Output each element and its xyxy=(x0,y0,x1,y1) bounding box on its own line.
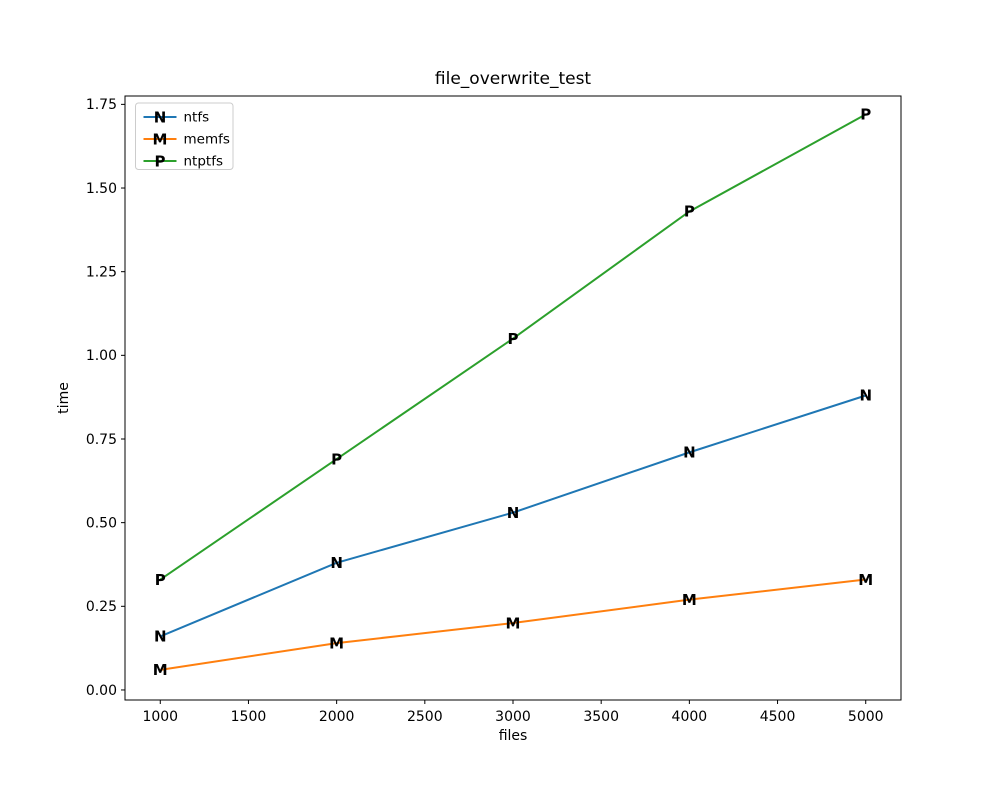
data-point-marker-ntptfs: P xyxy=(684,203,695,221)
y-tick-label: 1.75 xyxy=(86,97,117,113)
series-line-ntfs xyxy=(159,394,867,638)
x-tick-label: 3500 xyxy=(583,709,619,725)
data-point-marker-ntfs: N xyxy=(683,444,696,462)
data-point-marker-memfs: M xyxy=(506,614,521,632)
x-tick-label: 4000 xyxy=(672,709,708,725)
plot-area xyxy=(124,95,902,701)
y-tick-label: 1.00 xyxy=(86,348,117,364)
data-point-marker-ntfs: N xyxy=(507,504,520,522)
data-point-marker-ntptfs: P xyxy=(508,330,519,348)
data-point-marker-ntfs: N xyxy=(859,387,872,405)
series-line-ntptfs xyxy=(159,113,867,581)
data-point-marker-memfs: M xyxy=(682,591,697,609)
x-tick-label: 5000 xyxy=(848,709,884,725)
data-point-marker-memfs: M xyxy=(329,634,344,652)
data-point-marker-ntptfs: P xyxy=(860,106,871,124)
data-point-marker-ntfs: N xyxy=(330,554,343,572)
x-axis-ticks: 1000 1500 2000 2500 3000 3500 4000 4500 5000 xyxy=(142,700,884,725)
data-point-marker-ntfs: N xyxy=(154,628,167,646)
legend-label-ntfs: ntfs xyxy=(184,110,210,126)
legend-label-memfs: memfs xyxy=(184,132,230,148)
x-tick-label: 3000 xyxy=(495,709,531,725)
data-point-marker-memfs: M xyxy=(153,661,168,679)
legend-label-ntptfs: ntptfs xyxy=(184,154,224,170)
data-point-marker-memfs: M xyxy=(858,571,873,589)
y-tick-label: 0.75 xyxy=(86,432,117,448)
x-tick-label: 1500 xyxy=(231,709,267,725)
x-axis-label: files xyxy=(499,728,528,744)
legend-marker-M: M xyxy=(153,130,168,148)
y-tick-label: 1.25 xyxy=(86,264,117,280)
x-tick-label: 2000 xyxy=(319,709,355,725)
y-tick-label: 0.25 xyxy=(86,599,117,615)
y-tick-label: 1.50 xyxy=(86,181,117,197)
x-tick-label: 2500 xyxy=(407,709,443,725)
x-tick-label: 1000 xyxy=(142,709,178,725)
legend-marker-N: N xyxy=(154,108,167,126)
series-line-memfs xyxy=(160,578,866,671)
y-axis-ticks: 0.00 0.25 0.50 0.75 1.00 1.25 1.50 1.75 xyxy=(86,97,125,699)
chart-title: file_overwrite_test xyxy=(435,69,592,89)
legend-marker-P: P xyxy=(155,152,166,170)
x-tick-label: 4500 xyxy=(760,709,796,725)
y-tick-label: 0.50 xyxy=(86,515,117,531)
y-axis-label: time xyxy=(56,382,72,414)
legend-box xyxy=(135,102,234,170)
data-point-marker-ntptfs: P xyxy=(331,450,342,468)
y-tick-label: 0.00 xyxy=(86,683,117,699)
data-point-marker-ntptfs: P xyxy=(155,571,166,589)
